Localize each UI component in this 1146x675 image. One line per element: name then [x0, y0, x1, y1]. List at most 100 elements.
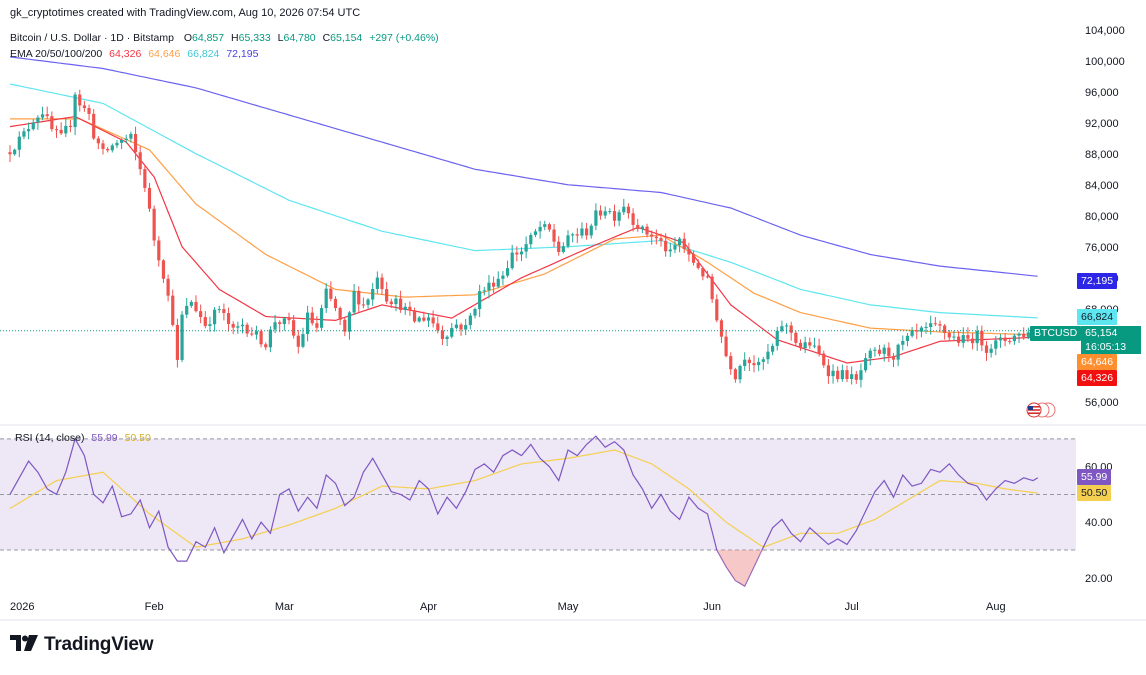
- candle-body: [217, 309, 221, 311]
- candle-body: [394, 298, 398, 305]
- rsi-legend-label[interactable]: RSI (14, close): [15, 432, 85, 444]
- candle-body: [143, 169, 147, 188]
- ticker-tag: BTCUSD: [1030, 326, 1082, 341]
- candle-body: [505, 268, 510, 276]
- candle-body: [803, 342, 807, 349]
- ema200-line: [9, 56, 1038, 277]
- price-axis-label: 84,000: [1085, 180, 1119, 192]
- candle-body: [585, 228, 589, 236]
- candle-body: [873, 349, 877, 351]
- candle-body: [529, 234, 533, 245]
- ema20-price-tag: 64,326: [1077, 370, 1118, 386]
- candle-body: [96, 138, 100, 144]
- candle-body: [333, 298, 338, 309]
- candle-body: [961, 335, 965, 343]
- candle-body: [933, 323, 937, 325]
- ema-legend-label[interactable]: EMA 20/50/100/200: [10, 48, 103, 60]
- candle-body: [771, 345, 775, 352]
- tradingview-logo[interactable]: TradingView: [10, 634, 154, 656]
- last-price-tag: BTCUSD 65,154 16:05:13: [1030, 326, 1142, 354]
- candle-body: [273, 322, 277, 330]
- candle-body: [22, 131, 26, 137]
- open-value: 64,857: [191, 32, 225, 44]
- candle-body: [747, 359, 751, 364]
- candle-body: [13, 149, 17, 155]
- candle-body: [403, 306, 407, 310]
- symbol-legend[interactable]: Bitcoin / U.S. Dollar · 1D · Bitstamp O6…: [10, 32, 439, 44]
- last-price-value: 65,154: [1085, 327, 1118, 339]
- candle-body: [357, 290, 361, 305]
- candle-body: [1017, 333, 1021, 336]
- price-axis-label: 80,000: [1085, 211, 1119, 223]
- candle-body: [766, 351, 770, 360]
- candle-body: [133, 133, 138, 153]
- candle-body: [208, 324, 212, 326]
- candle-body: [250, 333, 254, 335]
- time-axis[interactable]: 2026 Feb Mar Apr May Jun Jul Aug: [10, 601, 1006, 613]
- candle-body: [794, 332, 798, 343]
- candle-body: [636, 224, 640, 230]
- candle-body: [129, 133, 133, 139]
- candle-body: [836, 370, 840, 380]
- time-axis-label: Jul: [845, 601, 859, 613]
- ema50-value: 64,646: [148, 48, 181, 60]
- rsi-pane[interactable]: [0, 435, 1076, 587]
- candle-body: [859, 370, 863, 380]
- candle-body: [101, 143, 105, 149]
- candle-body: [724, 336, 728, 357]
- candle-body: [798, 342, 803, 349]
- candle-body: [278, 322, 282, 325]
- high-value: 65,333: [238, 32, 271, 44]
- candle-body: [645, 226, 649, 235]
- candle-body: [668, 249, 672, 252]
- candle-body: [310, 312, 314, 324]
- time-axis-label: 2026: [10, 601, 34, 613]
- candle-body: [757, 361, 761, 366]
- candle-body: [910, 330, 914, 336]
- candle-body: [343, 319, 347, 332]
- candle-body: [957, 336, 961, 343]
- candle-body: [78, 94, 82, 106]
- candle-body: [901, 340, 905, 345]
- candle-body: [654, 236, 658, 239]
- candle-body: [575, 234, 579, 236]
- rsi-axis-label: 40.00: [1085, 517, 1113, 529]
- candle-body: [552, 229, 556, 242]
- rsi-ma-value-tag: 50.50: [1077, 485, 1112, 501]
- candle-body: [812, 345, 817, 347]
- candle-body: [268, 329, 272, 348]
- candle-body: [594, 210, 598, 226]
- candle-body: [626, 206, 631, 214]
- candle-body: [412, 310, 417, 322]
- candle-body: [882, 347, 886, 354]
- candle-body: [454, 324, 458, 328]
- candle-body: [259, 331, 263, 345]
- candle-body: [166, 278, 170, 296]
- price-pane[interactable]: [0, 56, 1076, 388]
- candle-body: [896, 344, 900, 360]
- candle-body: [701, 267, 705, 277]
- candle-body: [664, 240, 668, 252]
- candle-body: [738, 365, 742, 380]
- candle-body: [292, 320, 296, 336]
- us-flag-icon[interactable]: [1022, 402, 1056, 418]
- candle-body: [984, 345, 989, 353]
- price-axis-label: 56,000: [1085, 397, 1119, 409]
- candle-body: [924, 326, 928, 328]
- time-axis-label: May: [558, 601, 579, 613]
- rsi-legend[interactable]: RSI (14, close) 55.99 50.50: [15, 432, 151, 444]
- candle-body: [199, 311, 203, 318]
- ema100-value: 66,824: [187, 48, 220, 60]
- candle-body: [487, 282, 491, 291]
- candle-body: [784, 325, 789, 327]
- low-value: 64,780: [283, 32, 316, 44]
- ema200-value: 72,195: [226, 48, 259, 60]
- candle-body: [92, 113, 96, 139]
- candle-body: [733, 369, 737, 380]
- candle-body: [440, 330, 445, 339]
- ema-legend[interactable]: EMA 20/50/100/200 64,326 64,646 66,824 7…: [10, 48, 258, 60]
- candle-body: [366, 299, 370, 305]
- symbol-name[interactable]: Bitcoin / U.S. Dollar · 1D · Bitstamp: [10, 32, 174, 44]
- candle-body: [347, 312, 352, 332]
